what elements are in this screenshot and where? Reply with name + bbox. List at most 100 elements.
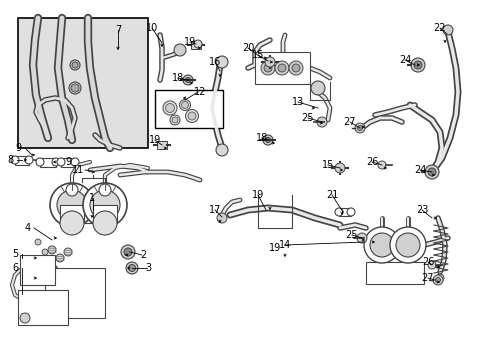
- Circle shape: [334, 208, 342, 216]
- Circle shape: [35, 239, 41, 245]
- Circle shape: [316, 117, 326, 127]
- Circle shape: [90, 190, 120, 220]
- Circle shape: [181, 102, 188, 108]
- Circle shape: [179, 99, 190, 111]
- Text: 17: 17: [208, 205, 221, 215]
- Circle shape: [60, 211, 84, 235]
- Circle shape: [435, 274, 443, 282]
- Circle shape: [57, 190, 87, 220]
- Circle shape: [56, 254, 64, 262]
- Text: 16: 16: [208, 57, 221, 67]
- Text: 11: 11: [72, 165, 84, 175]
- Circle shape: [216, 144, 227, 156]
- Text: 9: 9: [15, 143, 21, 153]
- Circle shape: [334, 163, 345, 173]
- Text: 6: 6: [12, 263, 18, 273]
- Circle shape: [185, 77, 190, 82]
- Circle shape: [172, 117, 178, 123]
- Text: 24: 24: [398, 55, 410, 65]
- Text: 21: 21: [325, 190, 338, 200]
- Circle shape: [274, 61, 288, 75]
- Circle shape: [57, 158, 65, 166]
- Text: 27: 27: [421, 273, 433, 283]
- Circle shape: [128, 265, 135, 271]
- Text: 26: 26: [365, 157, 377, 167]
- Circle shape: [72, 62, 78, 68]
- Circle shape: [410, 58, 424, 72]
- Text: 19: 19: [148, 135, 161, 145]
- Circle shape: [48, 246, 56, 254]
- Circle shape: [363, 227, 399, 263]
- Circle shape: [413, 61, 421, 69]
- Text: 19: 19: [268, 243, 281, 253]
- Circle shape: [377, 161, 385, 169]
- Circle shape: [64, 248, 72, 256]
- Circle shape: [99, 184, 111, 196]
- Bar: [155, 90, 223, 128]
- Circle shape: [69, 82, 81, 94]
- Circle shape: [174, 44, 185, 56]
- Circle shape: [357, 126, 362, 131]
- Circle shape: [354, 123, 364, 133]
- Text: 18: 18: [171, 73, 184, 83]
- Text: 2: 2: [140, 250, 146, 260]
- Circle shape: [183, 75, 193, 85]
- Text: 9: 9: [65, 157, 71, 167]
- Text: 26: 26: [421, 257, 433, 267]
- Circle shape: [52, 158, 60, 166]
- Circle shape: [432, 275, 442, 285]
- Circle shape: [264, 64, 271, 72]
- Text: 24: 24: [413, 165, 426, 175]
- Bar: [191, 41, 201, 49]
- Circle shape: [70, 60, 80, 70]
- Text: 18: 18: [255, 133, 267, 143]
- Text: 22: 22: [433, 23, 446, 33]
- Bar: [20, 255, 55, 285]
- Circle shape: [424, 165, 438, 179]
- Text: 13: 13: [291, 97, 304, 107]
- Text: 5: 5: [12, 249, 18, 259]
- Bar: [60, 205, 84, 223]
- Circle shape: [121, 245, 135, 259]
- Circle shape: [216, 56, 227, 68]
- Text: 25: 25: [301, 113, 314, 123]
- Bar: [40, 158, 56, 167]
- Circle shape: [163, 101, 177, 115]
- Circle shape: [288, 61, 303, 75]
- Text: 8: 8: [7, 155, 13, 165]
- Circle shape: [71, 84, 79, 92]
- Circle shape: [435, 278, 440, 283]
- Circle shape: [395, 233, 419, 257]
- Circle shape: [124, 248, 132, 256]
- Bar: [62, 215, 117, 223]
- Circle shape: [217, 213, 226, 223]
- Bar: [45, 268, 105, 318]
- Text: 7: 7: [115, 25, 121, 35]
- Bar: [18, 18, 148, 148]
- Circle shape: [427, 261, 435, 269]
- Bar: [15, 156, 29, 165]
- Circle shape: [83, 183, 127, 227]
- Text: 20: 20: [242, 43, 254, 53]
- Text: 12: 12: [193, 87, 206, 97]
- Circle shape: [20, 313, 30, 323]
- Circle shape: [25, 156, 33, 164]
- Circle shape: [427, 168, 435, 176]
- Bar: [365, 262, 423, 284]
- Circle shape: [194, 40, 202, 48]
- Text: 10: 10: [145, 23, 158, 33]
- Text: 1: 1: [89, 193, 95, 203]
- Circle shape: [11, 156, 19, 164]
- Text: 15: 15: [251, 50, 264, 60]
- Text: 27: 27: [343, 117, 356, 127]
- Text: 19: 19: [183, 37, 196, 47]
- Text: 19: 19: [251, 190, 264, 200]
- Bar: [254, 52, 309, 84]
- Circle shape: [264, 57, 274, 67]
- Text: 15: 15: [321, 160, 333, 170]
- Text: 23: 23: [415, 205, 427, 215]
- Bar: [157, 141, 167, 149]
- Text: 25: 25: [345, 230, 358, 240]
- Circle shape: [187, 112, 196, 120]
- Circle shape: [170, 115, 180, 125]
